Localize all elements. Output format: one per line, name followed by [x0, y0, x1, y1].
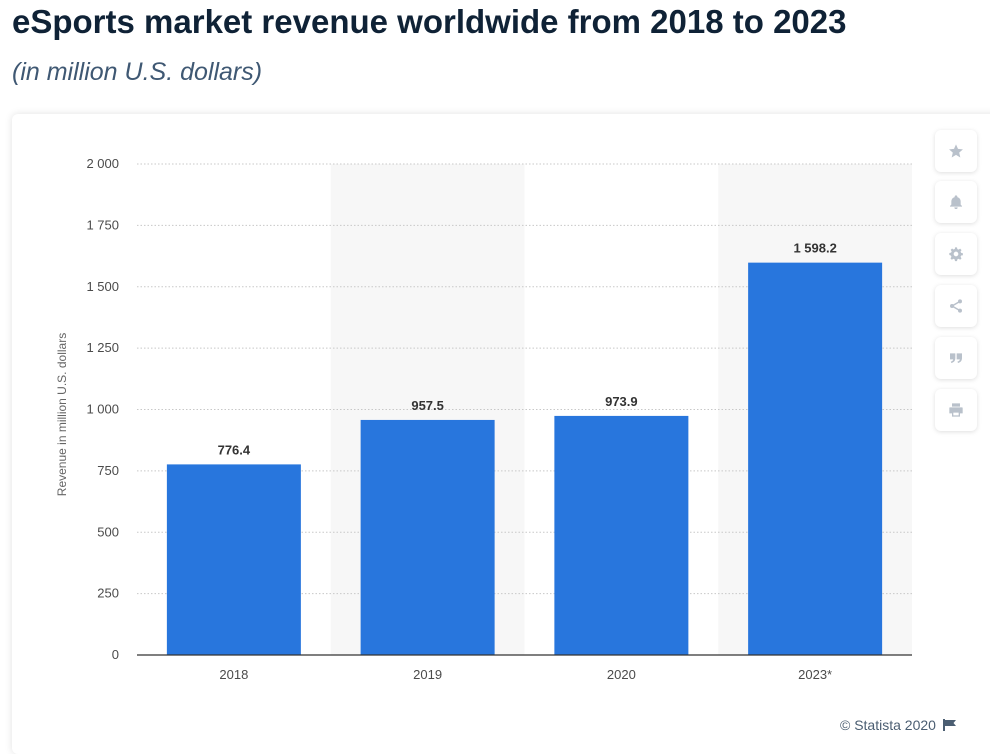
bar — [748, 262, 883, 655]
y-tick-label: 2 000 — [86, 156, 119, 171]
x-tick-label: 2020 — [607, 667, 636, 682]
y-axis-title: Revenue in million U.S. dollars — [55, 333, 69, 496]
quote-icon — [950, 353, 962, 363]
bar-chart: 0 250 500 750 1 000 1 250 1 500 1 750 2 000 776.4… — [55, 156, 912, 682]
data-label: 1 598.2 — [793, 241, 836, 256]
print-icon — [949, 403, 963, 417]
data-label: 957.5 — [411, 398, 444, 413]
cite-button[interactable] — [935, 337, 977, 379]
star-icon — [949, 144, 963, 158]
share-icon — [950, 299, 962, 313]
y-tick-label: 1 500 — [86, 279, 119, 294]
x-tick-label: 2023* — [798, 667, 832, 682]
data-label: 776.4 — [218, 442, 251, 457]
y-tick-label: 1 750 — [86, 217, 119, 232]
credit-text: © Statista 2020 — [840, 717, 936, 733]
share-button[interactable] — [935, 285, 977, 327]
x-tick-label: 2018 — [219, 667, 248, 682]
bar — [360, 419, 495, 655]
page-title: eSports market revenue worldwide from 20… — [12, 3, 847, 40]
x-tick-label: 2019 — [413, 667, 442, 682]
y-tick-label: 1 250 — [86, 340, 119, 355]
print-button[interactable] — [935, 389, 977, 431]
y-tick-label: 1 000 — [86, 402, 119, 417]
bar — [554, 415, 689, 655]
data-label: 973.9 — [605, 394, 638, 409]
gear-icon — [949, 247, 963, 262]
page-subtitle: (in million U.S. dollars) — [12, 58, 263, 86]
settings-button[interactable] — [935, 233, 977, 275]
statista-credit[interactable]: © Statista 2020 — [840, 717, 957, 733]
notification-button[interactable] — [935, 181, 977, 223]
y-tick-label: 500 — [97, 524, 119, 539]
favorite-button[interactable] — [935, 130, 977, 172]
y-tick-label: 0 — [112, 647, 119, 662]
y-tick-label: 250 — [97, 586, 119, 601]
bell-icon — [950, 195, 962, 209]
bar — [166, 464, 301, 655]
flag-icon — [942, 719, 956, 731]
y-tick-label: 750 — [97, 463, 119, 478]
